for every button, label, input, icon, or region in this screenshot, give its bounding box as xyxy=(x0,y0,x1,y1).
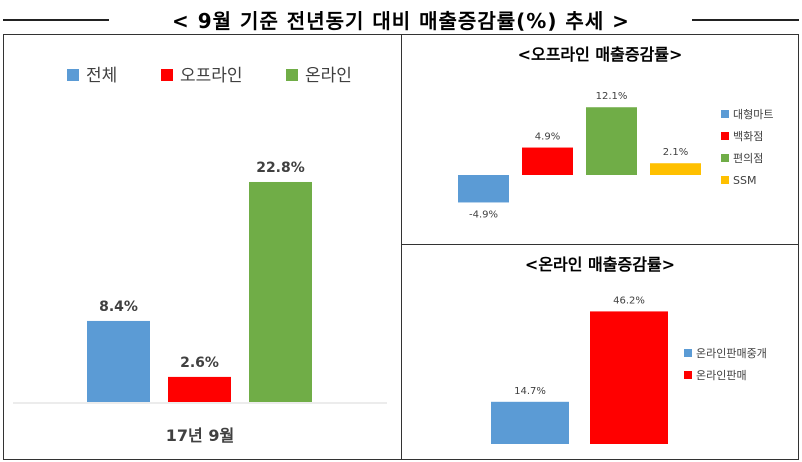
x-tick-label: 17년 9월 xyxy=(166,426,234,445)
offline-data-label-편의점: 12.1% xyxy=(596,91,628,102)
offline-bar-대형마트 xyxy=(458,175,509,203)
bar-온라인 xyxy=(249,181,312,402)
online-bar-chart: 14.7% 온라인판매중개 46.2% 온라인판매 xyxy=(491,295,767,444)
legend-label-전체: 전체 xyxy=(86,66,117,86)
legend-swatch-오프라인 xyxy=(161,69,173,81)
legend-label-온라인: 온라인 xyxy=(305,66,352,86)
online-legend-label-온라인판매중개: 온라인판매중개 xyxy=(696,347,767,360)
offline-legend-label-ssm: SSM xyxy=(733,174,756,187)
offline-legend-label-대형마트: 대형마트 xyxy=(733,108,773,121)
online-chart-title: <온라인 매출증감률> xyxy=(524,255,676,274)
offline-data-label-백화점: 4.9% xyxy=(535,132,560,143)
data-label-오프라인: 2.6% xyxy=(180,355,219,371)
offline-legend-swatch-편의점 xyxy=(721,154,729,162)
main-bar-chart: 전체 오프라인 온라인 8.4% 2.6% 22.8% 17년 9월 xyxy=(13,66,387,445)
offline-bar-백화점 xyxy=(522,147,573,175)
page-title-text: < 9월 기준 전년동기 대비 매출증감률(%) 추세 > xyxy=(164,9,638,33)
offline-data-label-ssm: 2.1% xyxy=(663,147,688,158)
offline-data-label-대형마트: -4.9% xyxy=(469,209,498,220)
online-legend-swatch-온라인판매 xyxy=(684,371,692,379)
data-label-온라인: 22.8% xyxy=(256,160,305,176)
bar-전체 xyxy=(87,320,150,402)
legend-swatch-전체 xyxy=(67,69,79,81)
offline-bar-ssm xyxy=(650,163,701,175)
online-bar-온라인판매중개 xyxy=(491,401,569,444)
offline-legend-swatch-대형마트 xyxy=(721,110,729,118)
offline-legend-swatch-ssm xyxy=(721,176,729,184)
offline-legend-label-백화점: 백화점 xyxy=(733,130,763,143)
offline-bar-chart: -4.9% 대형마트 4.9% 백화점 12.1% 편의점 2.1% SSM xyxy=(458,91,773,220)
offline-bar-편의점 xyxy=(586,107,637,175)
online-bar-온라인판매 xyxy=(590,311,668,444)
online-chart-panel xyxy=(401,244,799,460)
legend-swatch-온라인 xyxy=(286,69,298,81)
page-title: < 9월 기준 전년동기 대비 매출증감률(%) 추세 > xyxy=(0,5,802,34)
online-legend-swatch-온라인판매중개 xyxy=(684,349,692,357)
offline-legend-label-편의점: 편의점 xyxy=(733,152,763,165)
online-legend-label-온라인판매: 온라인판매 xyxy=(696,369,747,382)
data-label-전체: 8.4% xyxy=(99,299,138,315)
offline-chart-title: <오프라인 매출증감률> xyxy=(517,45,683,64)
online-data-label-온라인판매: 46.2% xyxy=(613,295,645,306)
legend-label-오프라인: 오프라인 xyxy=(180,66,243,86)
offline-legend-swatch-백화점 xyxy=(721,132,729,140)
title-rule-left xyxy=(3,19,109,21)
title-rule-right xyxy=(692,19,799,21)
bar-오프라인 xyxy=(168,376,231,402)
online-data-label-온라인판매중개: 14.7% xyxy=(514,386,546,397)
